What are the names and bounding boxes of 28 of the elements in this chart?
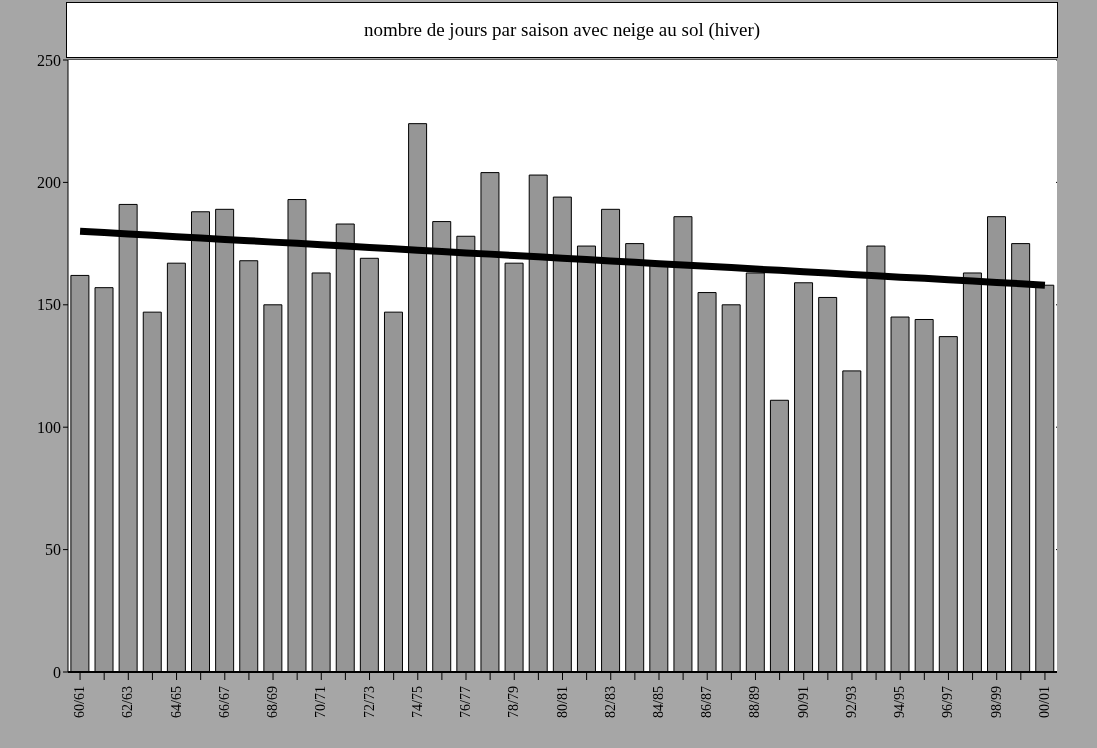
x-tick-label: 80/81 xyxy=(554,686,570,718)
x-tick-label: 66/67 xyxy=(216,686,232,718)
y-tick-label: 0 xyxy=(53,663,61,681)
x-tick-label: 76/77 xyxy=(458,686,474,718)
x-tick-label: 92/93 xyxy=(843,686,859,718)
y-tick-label: 50 xyxy=(45,541,61,559)
y-tick-label: 250 xyxy=(37,51,61,69)
x-tick-label: 62/63 xyxy=(120,686,136,718)
x-tick-label: 82/83 xyxy=(602,686,618,718)
x-tick-label: 60/61 xyxy=(72,686,88,718)
x-tick-label: 78/79 xyxy=(506,686,522,718)
x-tick-label: 96/97 xyxy=(940,686,956,718)
chart-title: nombre de jours par saison avec neige au sol (hiver) xyxy=(363,19,761,41)
x-tick-label: 72/73 xyxy=(361,686,377,718)
y-tick-label: 200 xyxy=(37,174,61,192)
x-tick-label: 84/85 xyxy=(650,686,666,718)
x-tick-label: 74/75 xyxy=(409,686,425,718)
x-tick-label: 86/87 xyxy=(699,686,715,718)
x-tick-label: 90/91 xyxy=(795,686,811,718)
y-tick-label: 150 xyxy=(37,296,61,314)
x-tick-label: 70/71 xyxy=(313,686,329,718)
x-tick-label: 88/89 xyxy=(747,686,763,718)
x-tick-label: 94/95 xyxy=(892,686,908,718)
x-tick-label: 68/69 xyxy=(265,686,281,718)
x-tick-label: 64/65 xyxy=(168,686,184,718)
y-tick-label: 100 xyxy=(37,418,61,436)
x-tick-label: 00/01 xyxy=(1036,686,1052,718)
x-tick-label: 98/99 xyxy=(988,686,1004,718)
